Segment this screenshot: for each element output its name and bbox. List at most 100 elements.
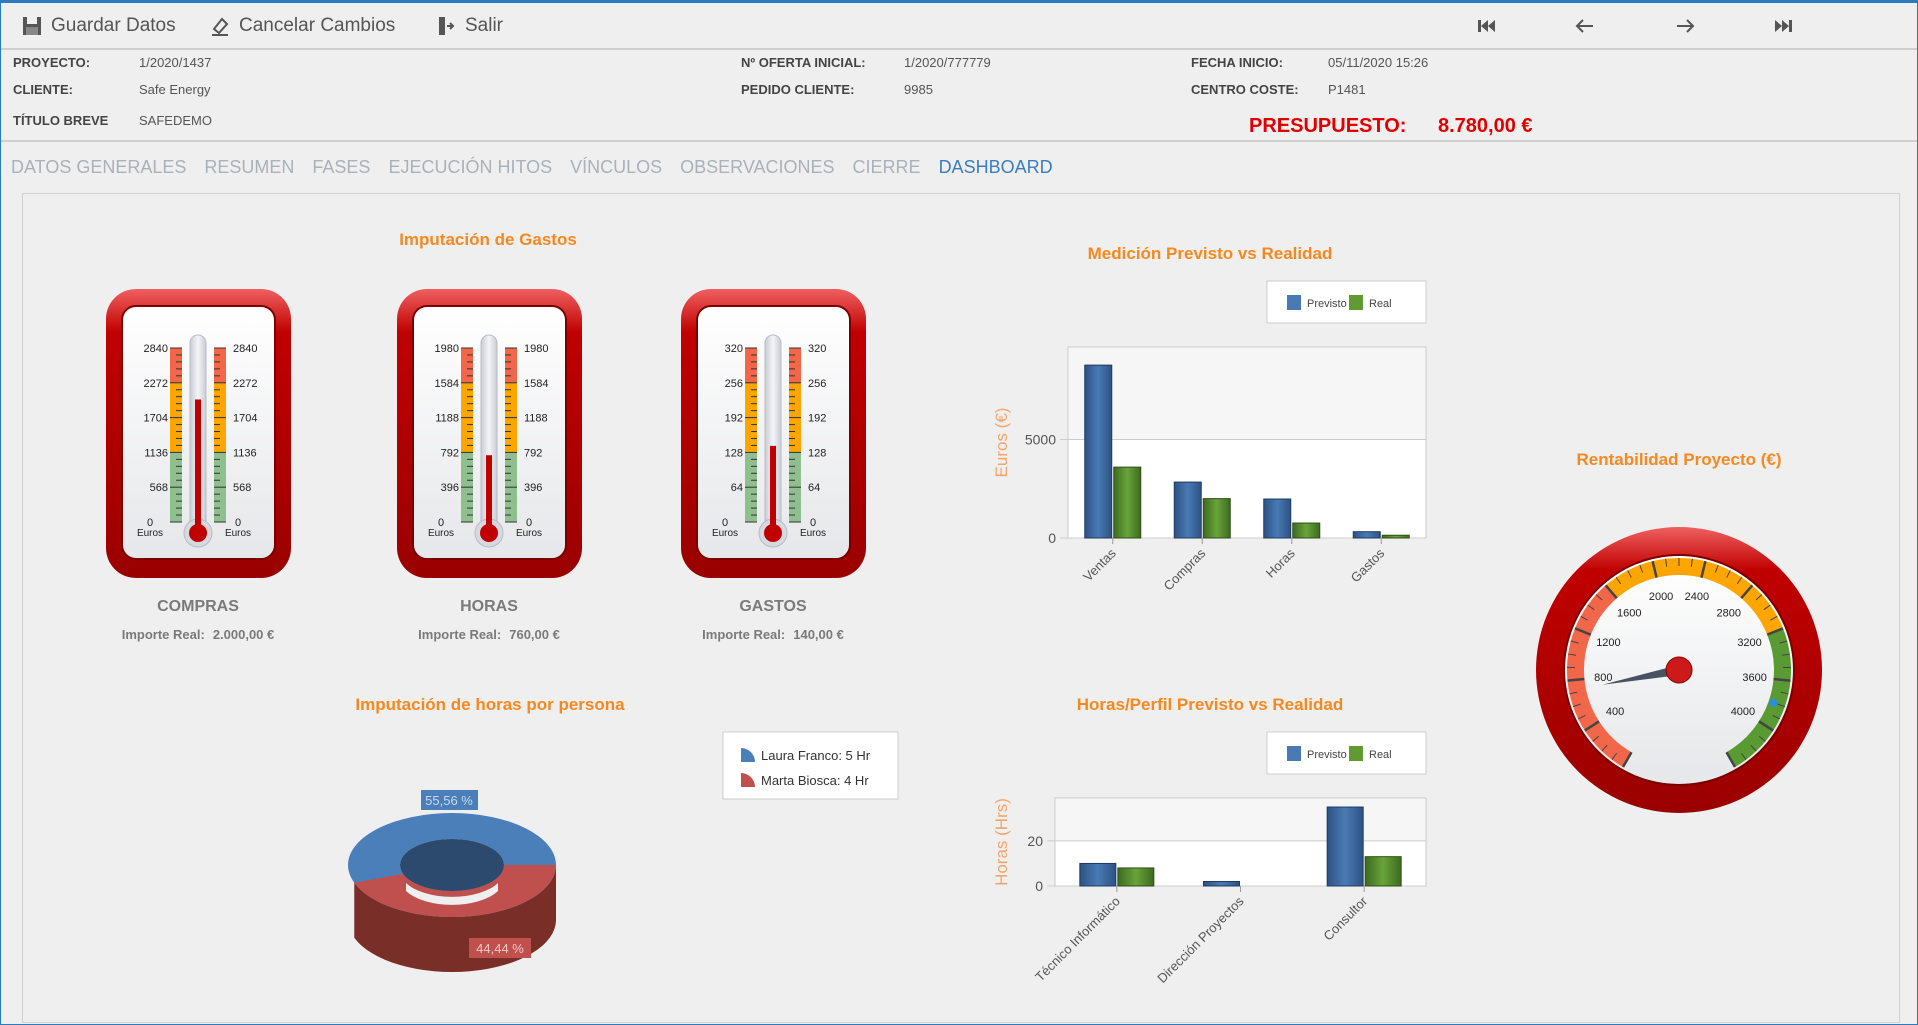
horas-perfil-bar-chart: Previsto Real 0 20 Horas (Hrs) Técnico Inform… bbox=[992, 731, 1427, 986]
gauge-tick bbox=[1592, 735, 1600, 742]
gauge-tick bbox=[1665, 558, 1668, 567]
thermometer-bulb-fill bbox=[480, 524, 498, 542]
gauge-tick bbox=[1736, 576, 1743, 585]
tab-datos-generales[interactable]: DATOS GENERALES bbox=[11, 157, 187, 177]
scale-tick-label: 2840 bbox=[233, 343, 257, 355]
unit-label: Euros bbox=[225, 528, 251, 539]
first-record-icon[interactable] bbox=[1475, 15, 1499, 37]
scale-tick-label: 64 bbox=[808, 482, 820, 494]
gauge-tick-label: 2400 bbox=[1685, 591, 1709, 603]
scale-band bbox=[214, 348, 226, 383]
unit-label: Euros bbox=[137, 528, 163, 539]
scale-tick-label: 2272 bbox=[144, 378, 168, 390]
legend-label: Marta Biosca: 4 Hr bbox=[761, 773, 869, 788]
thermometer-bulb-fill bbox=[764, 524, 782, 542]
gauge-tick bbox=[1651, 560, 1658, 578]
exit-button[interactable]: Salir bbox=[435, 13, 503, 39]
gauge-marker bbox=[1769, 698, 1778, 707]
y-tick-label: 20 bbox=[1027, 833, 1043, 849]
gauge-tick bbox=[1780, 691, 1789, 695]
scale-tick-label: 192 bbox=[725, 413, 743, 425]
pedido-value: 9985 bbox=[904, 82, 933, 97]
save-button[interactable]: Guardar Datos bbox=[21, 13, 176, 39]
tab-ejecucion-hitos[interactable]: EJECUCIÓN HITOS bbox=[388, 157, 553, 177]
thermometer-mercury bbox=[770, 445, 776, 528]
importe-real-label: Importe Real: bbox=[702, 627, 786, 642]
bar-real bbox=[1202, 498, 1231, 539]
tab-resumen[interactable]: RESUMEN bbox=[204, 157, 295, 177]
scale-tick-label: 320 bbox=[725, 343, 743, 355]
legend-label: Previsto bbox=[1307, 749, 1347, 761]
legend-label: Real bbox=[1369, 749, 1392, 761]
thermometer-name: COMPRAS bbox=[157, 598, 239, 615]
gauge-tick bbox=[1726, 570, 1731, 578]
gauge-tick bbox=[1569, 691, 1578, 695]
tab-vinculos[interactable]: VÍNCULOS bbox=[570, 157, 663, 177]
legend-box bbox=[722, 731, 899, 800]
scale-tick-label: 1188 bbox=[524, 413, 548, 425]
x-tick-label: Ventas bbox=[1080, 545, 1119, 584]
gauge-tick bbox=[1601, 744, 1608, 752]
save-label: Guardar Datos bbox=[51, 15, 176, 36]
gauge-tick bbox=[1574, 627, 1592, 636]
gauge-tick bbox=[1627, 570, 1632, 578]
legend-swatch bbox=[741, 773, 755, 787]
gauge-tick-label: 1600 bbox=[1617, 608, 1641, 620]
presupuesto-label: PRESUPUESTO: bbox=[1249, 115, 1407, 137]
gauge-tick bbox=[1779, 640, 1788, 644]
x-tick-label: Compras bbox=[1160, 545, 1208, 593]
presupuesto-value: 8.780,00 € bbox=[1438, 115, 1533, 137]
importe-real-value: 2.000,00 € bbox=[212, 627, 275, 642]
gauge-tick bbox=[1621, 751, 1633, 768]
tab-observaciones[interactable]: OBSERVACIONES bbox=[680, 157, 835, 177]
last-record-icon[interactable] bbox=[1771, 15, 1795, 37]
gauge-tick bbox=[1690, 558, 1693, 567]
bar-previsto bbox=[1173, 481, 1202, 539]
centro-label: CENTRO COSTE: bbox=[1191, 82, 1299, 97]
importe-real-label: Importe Real: bbox=[121, 627, 205, 642]
fecha-label: FECHA INICIO: bbox=[1191, 55, 1283, 70]
medicion-chart-title: Medición Previsto vs Realidad bbox=[1087, 244, 1333, 263]
scale-tick-label: 256 bbox=[808, 378, 826, 390]
cancel-button[interactable]: Cancelar Cambios bbox=[209, 13, 395, 39]
gauge-tick bbox=[1568, 653, 1577, 656]
scale-tick-label: 1584 bbox=[524, 378, 548, 390]
unit-label: Euros bbox=[712, 528, 738, 539]
gauge-needle bbox=[1602, 665, 1680, 685]
next-record-icon[interactable] bbox=[1673, 15, 1697, 37]
gauge-range-band bbox=[1605, 558, 1783, 635]
percent-badge-laura bbox=[421, 790, 478, 810]
legend-swatch-previsto bbox=[1287, 295, 1301, 310]
thermometer-name: HORAS bbox=[460, 598, 518, 615]
tab-dashboard[interactable]: DASHBOARD bbox=[938, 157, 1053, 177]
gauge-tick bbox=[1777, 703, 1786, 708]
centro-value: P1481 bbox=[1328, 82, 1366, 97]
gauge-tick bbox=[1766, 627, 1784, 636]
legend-swatch bbox=[741, 748, 755, 762]
tab-fases[interactable]: FASES bbox=[312, 157, 371, 177]
bar-previsto bbox=[1079, 862, 1117, 887]
save-icon bbox=[23, 17, 41, 35]
gauge-tick-label: 800 bbox=[1594, 672, 1612, 684]
tab-bar: DATOS GENERALES RESUMEN FASES EJECUCIÓN … bbox=[11, 157, 1053, 178]
horas-persona-donut-chart: 55,56 % 44,44 % Laura Franco: 5 Hr Marta Bi… bbox=[348, 731, 899, 972]
bar-previsto bbox=[1263, 498, 1292, 539]
oferta-label: Nº OFERTA INICIAL: bbox=[741, 55, 866, 70]
scale-tick-label: 1136 bbox=[233, 447, 257, 459]
scale-zero-label: 0 bbox=[810, 517, 816, 529]
scale-band bbox=[505, 348, 517, 383]
thermometer-bulb-fill bbox=[189, 524, 207, 542]
x-tick-label: Horas bbox=[1263, 545, 1298, 580]
previous-record-icon[interactable] bbox=[1573, 15, 1597, 37]
importe-real: Importe Real: 2.000,00 € bbox=[122, 627, 275, 642]
scale-tick-label: 568 bbox=[150, 482, 168, 494]
rentabilidad-title: Rentabilidad Proyecto (€) bbox=[1576, 450, 1782, 469]
gauge-tick bbox=[1755, 594, 1763, 601]
toolbar-divider bbox=[1, 48, 1917, 50]
gauge-tick-label: 400 bbox=[1606, 706, 1624, 718]
y-tick-label: 0 bbox=[1048, 530, 1056, 546]
thermometer-mercury bbox=[486, 455, 492, 528]
gauge-tick-label: 3200 bbox=[1737, 637, 1761, 649]
importe-real-value: 140,00 € bbox=[793, 627, 844, 642]
tab-cierre[interactable]: CIERRE bbox=[852, 157, 921, 177]
